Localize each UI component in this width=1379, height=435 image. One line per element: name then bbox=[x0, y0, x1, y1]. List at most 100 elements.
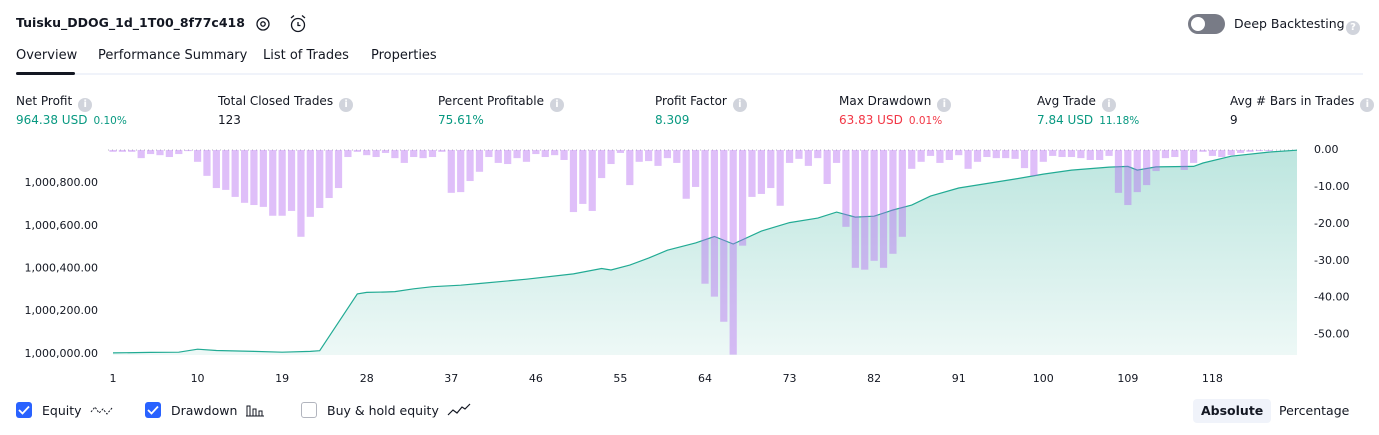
deep-backtesting-toggle[interactable] bbox=[1188, 14, 1225, 34]
drawdown-bar bbox=[532, 150, 540, 155]
drawdown-bar bbox=[146, 150, 155, 155]
drawdown-bar bbox=[1265, 150, 1273, 152]
y-tick-label: 1,000,000.00 bbox=[25, 347, 98, 360]
metric-change: 0.10% bbox=[93, 115, 127, 127]
drawdown-bar bbox=[908, 150, 916, 169]
checkbox[interactable] bbox=[145, 402, 161, 418]
scale-mode-button[interactable]: Absolute bbox=[1193, 399, 1272, 423]
metric-value-text: 9 bbox=[1230, 113, 1238, 127]
drawdown-bar bbox=[832, 150, 841, 163]
drawdown-bar bbox=[1208, 150, 1217, 156]
drawdown-bar bbox=[785, 150, 794, 163]
drawdown-bar bbox=[720, 150, 728, 322]
drawdown-bar bbox=[663, 150, 672, 159]
drawdown-bar bbox=[992, 150, 1000, 159]
info-icon[interactable]: i bbox=[549, 98, 564, 112]
legend-item[interactable]: Drawdown bbox=[145, 402, 265, 418]
drawdown-bar bbox=[1039, 150, 1047, 162]
drawdown-bar bbox=[607, 150, 615, 165]
x-tick-label: 100 bbox=[1033, 372, 1054, 385]
drawdown-bar bbox=[400, 150, 408, 163]
info-icon[interactable]: i bbox=[1101, 98, 1116, 112]
metric-value: 7.84 USD 11.18% bbox=[1037, 113, 1139, 127]
drawdown-bar bbox=[475, 150, 484, 172]
drawdown-bar bbox=[438, 150, 446, 152]
drawdown-bar bbox=[297, 150, 305, 237]
tab[interactable]: Overview bbox=[16, 48, 78, 63]
metric-label: Profit Factor i bbox=[655, 94, 747, 112]
settings-icon[interactable] bbox=[254, 15, 272, 33]
drawdown-bar bbox=[353, 150, 361, 152]
deep-backtesting-label: Deep Backtesting bbox=[1234, 16, 1345, 31]
info-icon[interactable]: i bbox=[732, 98, 747, 112]
drawdown-bar bbox=[278, 150, 286, 216]
y2-tick-label: -40.00 bbox=[1314, 291, 1349, 304]
drawdown-bar bbox=[306, 150, 314, 217]
drawdown-bar bbox=[193, 150, 202, 162]
drawdown-bar bbox=[457, 150, 465, 193]
drawdown-bar bbox=[1020, 150, 1029, 169]
x-tick-label: 118 bbox=[1202, 372, 1223, 385]
tab-divider bbox=[16, 73, 1363, 75]
drawdown-bar bbox=[588, 150, 596, 211]
x-tick-label: 91 bbox=[952, 372, 966, 385]
drawdown-bar bbox=[1246, 150, 1254, 152]
drawdown-bar bbox=[1114, 150, 1123, 193]
x-tick-label: 28 bbox=[360, 372, 374, 385]
drawdown-bar bbox=[203, 150, 211, 176]
metric-label: Percent Profitable i bbox=[438, 94, 564, 112]
drawdown-bar bbox=[776, 150, 784, 206]
legend-item[interactable]: Equity bbox=[16, 402, 114, 418]
alert-icon[interactable] bbox=[288, 14, 308, 34]
legend-item[interactable]: Buy & hold equity bbox=[301, 402, 471, 418]
metric-label: Total Closed Trades i bbox=[218, 94, 354, 112]
active-tab-indicator bbox=[16, 72, 75, 75]
drawdown-bar bbox=[1058, 150, 1066, 158]
info-icon[interactable]: i bbox=[78, 98, 93, 112]
check-mark bbox=[147, 405, 159, 415]
help-icon[interactable]: ? bbox=[1346, 17, 1360, 35]
drawdown-bar bbox=[673, 150, 681, 163]
drawdown-bar bbox=[1171, 150, 1179, 158]
drawdown-bar bbox=[983, 150, 991, 158]
y-tick-label: 1,000,200.00 bbox=[25, 304, 98, 317]
drawdown-bar bbox=[551, 150, 559, 156]
drawdown-bar bbox=[767, 150, 775, 189]
drawdown-bar bbox=[823, 150, 831, 184]
drawdown-bar bbox=[616, 150, 625, 153]
drawdown-bar bbox=[729, 150, 737, 355]
drawdown-bar bbox=[710, 150, 718, 297]
drawdown-bar bbox=[1096, 150, 1104, 160]
metric-label-text: Percent Profitable bbox=[438, 94, 544, 108]
checkbox[interactable] bbox=[301, 402, 317, 418]
x-tick-label: 64 bbox=[698, 372, 712, 385]
equity-area bbox=[113, 150, 1297, 355]
tab[interactable]: Performance Summary bbox=[98, 48, 248, 63]
drawdown-bar bbox=[1227, 150, 1235, 156]
checkbox[interactable] bbox=[16, 402, 32, 418]
drawdown-bar bbox=[109, 150, 117, 152]
tab[interactable]: Properties bbox=[371, 48, 437, 63]
check-mark bbox=[18, 405, 30, 415]
scale-mode-button[interactable]: Percentage bbox=[1279, 403, 1350, 418]
drawdown-bar bbox=[1067, 150, 1076, 158]
legend-icon bbox=[245, 403, 265, 417]
legend-icon bbox=[90, 403, 114, 417]
metric-value-text: 964.38 USD bbox=[16, 113, 88, 127]
tab[interactable]: List of Trades bbox=[263, 48, 349, 63]
drawdown-bar bbox=[269, 150, 277, 216]
y2-tick-label: -10.00 bbox=[1314, 180, 1349, 193]
drawdown-bar bbox=[1086, 150, 1094, 160]
drawdown-bar bbox=[325, 150, 333, 199]
info-icon[interactable]: i bbox=[1360, 98, 1375, 112]
drawdown-bar bbox=[1143, 150, 1151, 186]
drawdown-bar bbox=[936, 150, 944, 163]
info-icon[interactable]: i bbox=[339, 98, 354, 112]
drawdown-bar bbox=[926, 150, 935, 156]
info-icon[interactable]: i bbox=[937, 98, 952, 112]
legend-label: Drawdown bbox=[171, 402, 238, 418]
metric-label: Avg Trade i bbox=[1037, 94, 1116, 112]
x-tick-label: 46 bbox=[529, 372, 543, 385]
metric-label-text: Total Closed Trades bbox=[218, 94, 334, 108]
